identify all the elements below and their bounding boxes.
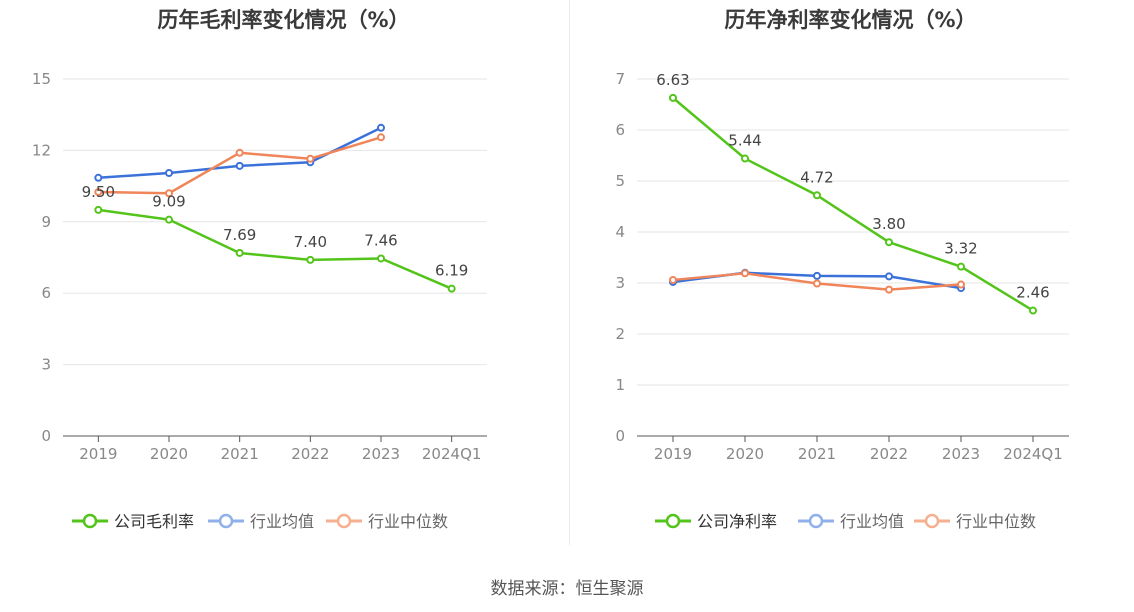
legend-label: 行业均值 (250, 512, 314, 531)
data-label: 4.72 (800, 168, 833, 186)
x-tick-label: 2022 (870, 445, 908, 463)
x-tick-label: 2021 (221, 445, 259, 463)
legend-item[interactable]: 行业均值 (208, 512, 314, 531)
data-point[interactable] (94, 205, 103, 214)
y-tick-label: 7 (615, 70, 625, 88)
data-point[interactable] (1029, 306, 1037, 315)
data-point[interactable] (885, 238, 893, 247)
data-point[interactable] (235, 248, 244, 257)
net-margin-chart-panel: 历年净利率变化情况（%） 0 1 2 3 4 5 6 7 2019 2020 2021 2022 202… (567, 0, 1134, 560)
data-point[interactable] (813, 191, 821, 200)
x-tick-label: 2023 (362, 445, 400, 463)
data-point[interactable] (447, 284, 456, 293)
chart-title: 历年毛利率变化情况（%） (157, 8, 410, 32)
legend-label: 公司毛利率 (114, 512, 194, 531)
data-point[interactable] (377, 254, 385, 263)
data-point[interactable] (885, 272, 893, 281)
data-point[interactable] (94, 173, 103, 182)
data-label: 7.69 (223, 226, 256, 244)
data-label: 3.32 (944, 240, 977, 258)
legend-label: 行业中位数 (368, 512, 448, 531)
y-tick-label: 6 (41, 284, 51, 302)
legend-swatch-marker (808, 513, 824, 529)
legend-label: 行业均值 (840, 512, 904, 531)
data-point[interactable] (741, 269, 749, 278)
gross-margin-chart-panel: 历年毛利率变化情况（%） 0 3 6 9 12 15 2019 2020 2021 2022 202… (0, 0, 567, 560)
data-point[interactable] (235, 148, 244, 157)
data-point[interactable] (165, 189, 173, 198)
data-label: 7.46 (364, 231, 397, 249)
legend-label: 行业中位数 (956, 512, 1036, 531)
x-tick-label: 2019 (654, 445, 692, 463)
y-tick-label: 1 (615, 376, 625, 394)
x-tick-label: 2019 (79, 445, 117, 463)
data-point[interactable] (377, 123, 385, 132)
y-tick-label: 4 (615, 223, 625, 241)
data-point[interactable] (813, 271, 821, 280)
data-point[interactable] (306, 255, 315, 264)
legend-item[interactable]: 行业均值 (798, 512, 904, 531)
legend-item[interactable]: 公司净利率 (655, 512, 777, 531)
data-point[interactable] (957, 262, 965, 271)
data-label: 6.63 (656, 71, 689, 89)
x-tick-label: 2024Q1 (1003, 445, 1063, 463)
y-tick-label: 0 (615, 427, 625, 445)
y-tick-label: 5 (615, 172, 625, 190)
data-point[interactable] (165, 169, 173, 178)
legend-item[interactable]: 行业中位数 (914, 512, 1036, 531)
y-tick-label: 3 (615, 274, 625, 292)
y-tick-label: 6 (615, 121, 625, 139)
x-tick-label: 2023 (942, 445, 980, 463)
data-point[interactable] (669, 93, 677, 102)
series-line (672, 96, 1034, 312)
data-point[interactable] (94, 188, 103, 197)
y-tick-label: 3 (41, 356, 51, 374)
panel-divider (569, 0, 570, 545)
gross-margin-chart: 0 3 6 9 12 15 2019 2020 2021 2022 2023 2024Q1 9.50 9.… (32, 70, 487, 531)
data-point[interactable] (741, 154, 749, 163)
y-tick-label: 15 (32, 70, 51, 88)
series-line (98, 208, 453, 290)
data-label: 9.50 (82, 183, 115, 201)
x-tick-label: 2020 (150, 445, 188, 463)
y-tick-label: 12 (32, 141, 51, 159)
data-point[interactable] (957, 280, 965, 289)
data-point[interactable] (165, 215, 173, 224)
data-source-note: 数据来源：恒生聚源 (490, 579, 644, 599)
y-tick-label: 2 (615, 325, 625, 343)
x-tick-label: 2022 (291, 445, 329, 463)
x-tick-label: 2024Q1 (422, 445, 482, 463)
data-label: 9.09 (152, 193, 185, 211)
data-point[interactable] (235, 161, 244, 170)
legend-swatch-marker (336, 513, 352, 529)
data-label: 6.19 (435, 262, 468, 280)
y-tick-label: 0 (41, 427, 51, 445)
data-point[interactable] (813, 279, 821, 288)
data-label: 5.44 (728, 132, 761, 150)
y-tick-label: 9 (41, 213, 51, 231)
legend-item[interactable]: 行业中位数 (326, 512, 448, 531)
legend-swatch-marker (924, 513, 940, 529)
data-label: 2.46 (1016, 284, 1049, 302)
legend-label: 公司净利率 (697, 512, 777, 531)
legend-swatch-marker (218, 513, 234, 529)
x-tick-label: 2020 (726, 445, 764, 463)
data-point[interactable] (306, 154, 315, 163)
legend-swatch-marker (82, 513, 98, 529)
data-label: 3.80 (872, 215, 905, 233)
data-label: 7.40 (294, 233, 327, 251)
chart-title: 历年净利率变化情况（%） (724, 8, 977, 32)
net-margin-chart: 0 1 2 3 4 5 6 7 2019 2020 2021 2022 2023 2024Q1 6.63 5.… (615, 70, 1069, 531)
data-point[interactable] (669, 275, 677, 284)
data-point[interactable] (377, 133, 385, 142)
legend-item[interactable]: 公司毛利率 (72, 512, 194, 531)
x-tick-label: 2021 (798, 445, 836, 463)
data-point[interactable] (885, 285, 893, 294)
legend-swatch-marker (665, 513, 681, 529)
